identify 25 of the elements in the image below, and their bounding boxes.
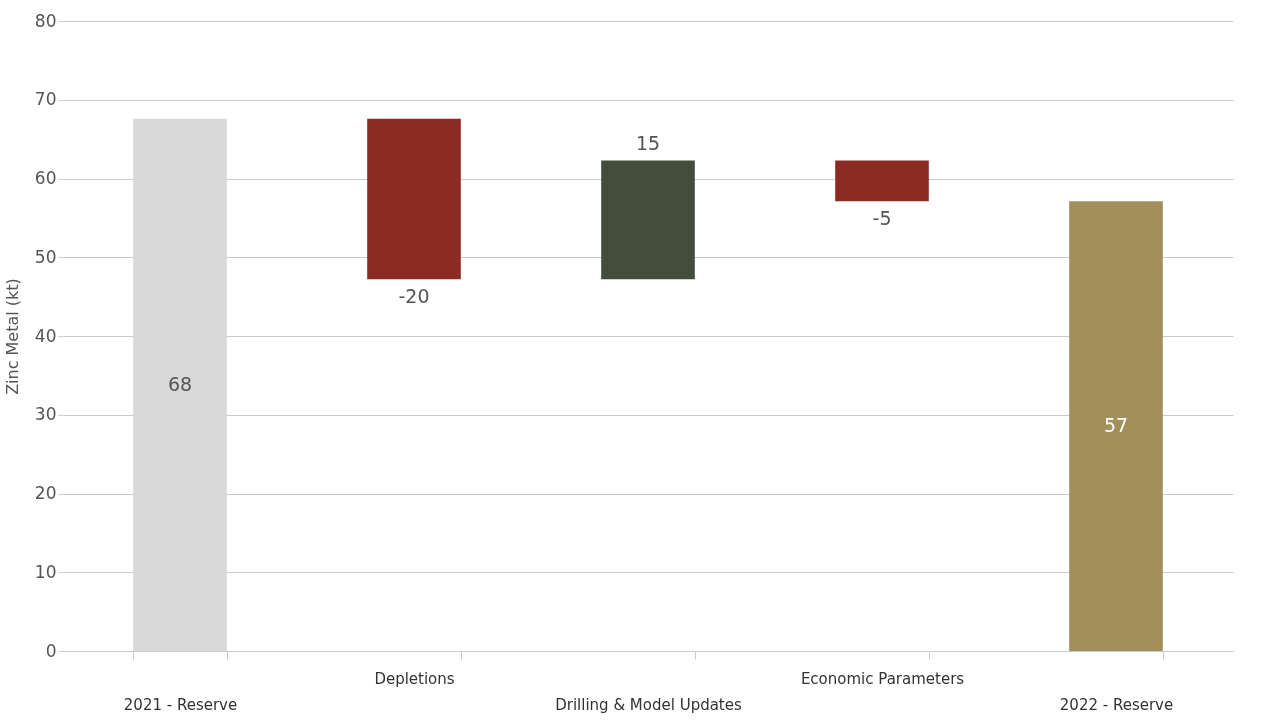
x-tick-label: 2021 - Reserve xyxy=(123,695,238,714)
y-tick-label: 40 xyxy=(34,325,57,346)
y-tick-label: 80 xyxy=(34,10,57,31)
y-axis-title: Zinc Metal (kt) xyxy=(2,278,22,395)
bar xyxy=(601,160,695,280)
bar xyxy=(1069,201,1163,651)
y-tick-label: 0 xyxy=(45,640,57,661)
x-tick-label: Drilling & Model Updates xyxy=(555,695,742,714)
x-tick-label: Economic Parameters xyxy=(800,669,965,688)
y-tick-label: 60 xyxy=(34,168,57,188)
data-label: 15 xyxy=(635,132,661,155)
x-tick-label: 2022 - Reserve xyxy=(1059,695,1174,714)
y-tick-label: 30 xyxy=(34,404,57,425)
y-tick-label: 70 xyxy=(34,89,57,110)
bar xyxy=(133,118,227,651)
data-label: -5 xyxy=(872,207,892,230)
y-tick-label: 10 xyxy=(34,561,57,582)
data-label: 68 xyxy=(167,372,193,395)
data-label: -20 xyxy=(398,285,430,308)
data-label: 57 xyxy=(1103,414,1129,437)
bar xyxy=(367,118,461,280)
y-tick-label: 50 xyxy=(34,246,57,267)
y-tick-label: 20 xyxy=(34,483,57,503)
bar xyxy=(835,160,929,202)
x-tick-label: Depletions xyxy=(374,669,455,688)
